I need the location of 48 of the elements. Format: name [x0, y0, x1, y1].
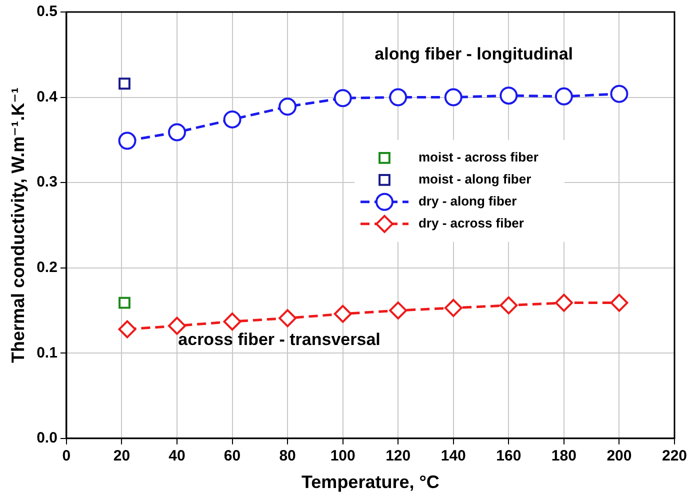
point	[554, 294, 573, 312]
point	[118, 296, 130, 309]
x-tick-label: 140	[440, 448, 466, 465]
x-tick-label: 40	[168, 448, 186, 465]
x-tick-label: 100	[330, 448, 356, 465]
legend-label: dry - across fiber	[418, 216, 524, 230]
point	[554, 87, 573, 106]
y-tick-label: 0.1	[36, 344, 58, 362]
x-tick-label: 220	[662, 448, 687, 465]
point	[168, 123, 186, 142]
legend-label: moist - across fiber	[418, 150, 538, 164]
point	[444, 88, 462, 106]
point	[389, 88, 408, 106]
x-tick-label: 180	[551, 448, 576, 465]
point	[278, 98, 297, 116]
point	[500, 86, 518, 105]
point	[118, 320, 136, 338]
point	[610, 294, 628, 312]
x-tick-label: 120	[386, 448, 411, 465]
point	[118, 78, 130, 90]
x-tick-label: 80	[279, 448, 296, 465]
point	[223, 110, 242, 128]
x-tick-label: 160	[496, 448, 522, 465]
y-tick-label: 0.4	[36, 88, 58, 106]
x-tick-label: 60	[224, 448, 241, 465]
point	[334, 304, 352, 323]
y-tick-label: 0.5	[36, 3, 58, 20]
y-tick-label: 0.2	[36, 258, 58, 276]
legend-label: moist - along fiber	[418, 172, 532, 186]
point	[444, 298, 462, 317]
y-axis-title: Thermal conductivity, W.m⁻¹.K⁻¹	[8, 87, 28, 364]
y-tick-label: 0.3	[36, 174, 58, 191]
annotation: along fiber - longitudinal	[374, 44, 573, 64]
x-tick-label: 20	[113, 448, 130, 465]
point	[118, 132, 136, 150]
point	[223, 312, 242, 331]
point	[389, 301, 408, 320]
point	[168, 316, 186, 335]
point	[610, 84, 628, 103]
legend-label: dry - along fiber	[418, 194, 517, 208]
x-tick-label: 200	[606, 448, 632, 465]
annotation: across fiber - transversal	[178, 330, 380, 350]
point	[334, 89, 352, 108]
x-tick-label: 0	[62, 448, 71, 465]
point	[278, 309, 297, 328]
y-tick-label: 0.0	[36, 430, 58, 447]
point	[500, 296, 518, 314]
x-axis-title: Temperature, °C	[302, 472, 440, 492]
